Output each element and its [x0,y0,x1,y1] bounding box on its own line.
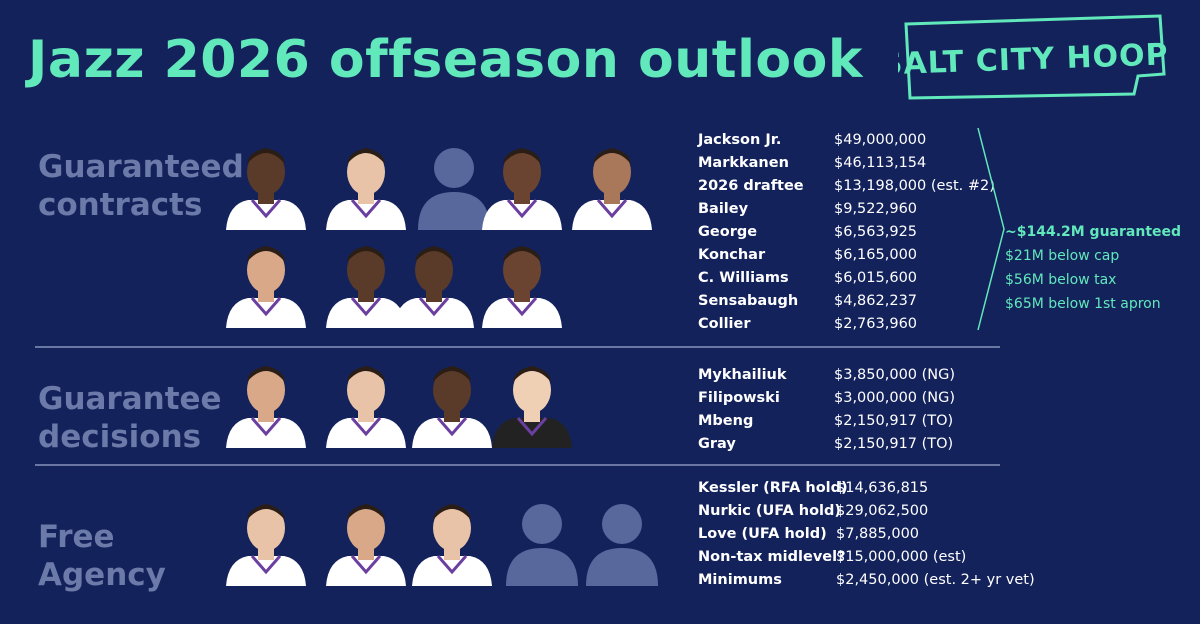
salary-value: $4,862,237 [834,293,918,309]
player-name: Gray [698,436,736,452]
player-name: Markkanen [698,155,789,171]
section-divider [35,346,1000,348]
player-photo [322,490,410,586]
player-name: Love (UFA hold) [698,526,827,542]
salary-value: $6,165,000 [834,247,918,263]
below-tax: $56M below tax [1005,272,1117,288]
player-photo [478,134,566,230]
section-label-line: Guarantee [38,381,222,417]
section-divider [35,464,1000,466]
player-photo [568,134,656,230]
player-name: Nurkic (UFA hold) [698,503,842,519]
salary-value: $46,113,154 [834,155,927,171]
player-photo [222,232,310,328]
page-title: Jazz 2026 offseason outlook [28,30,863,90]
salary-value: $13,198,000 (est. #2) [834,178,995,194]
player-name: Collier [698,316,751,332]
player-name: Sensabaugh [698,293,799,309]
player-name: Konchar [698,247,766,263]
section-label-line: Guaranteed [38,149,244,185]
player-silhouette-icon [578,490,666,586]
below-cap: $21M below cap [1005,248,1120,264]
salary-value: $14,636,815 [836,480,929,496]
logo-text: SALT CITY HOOPS [898,37,1170,83]
player-name: Filipowski [698,390,780,406]
salary-value: $3,000,000 (NG) [834,390,956,406]
below-apron: $65M below 1st apron [1005,296,1161,312]
player-photo [222,352,310,448]
summary-bracket-icon [977,127,1005,331]
salary-value: $6,015,600 [834,270,918,286]
player-name: Non-tax midlevel? [698,549,846,565]
salary-value: $15,000,000 (est) [836,549,967,565]
salary-value: $9,522,960 [834,201,918,217]
player-name: Minimums [698,572,782,588]
player-photo [322,352,410,448]
section-label-line: Free [38,519,115,555]
section-label-decisions: Guarantee decisions [38,380,222,456]
section-label-line: Agency [38,557,166,593]
salary-value: $2,763,960 [834,316,918,332]
player-photo [322,134,410,230]
cap-summary: ~$144.2M guaranteed $21M below cap $56M … [1005,220,1181,316]
section-label-free-agency: Free Agency [38,518,166,594]
player-name: Mykhailiuk [698,367,787,383]
player-silhouette-icon [498,490,586,586]
salary-value: $7,885,000 [836,526,920,542]
player-name: Kessler (RFA hold) [698,480,848,496]
salary-value: $3,850,000 (NG) [834,367,956,383]
guaranteed-total: ~$144.2M guaranteed [1005,224,1182,240]
salary-value: $49,000,000 [834,132,927,148]
player-silhouette-icon [410,134,498,230]
player-photo [478,232,566,328]
player-photo [222,490,310,586]
player-name: Bailey [698,201,749,217]
salt-city-hoops-logo: SALT CITY HOOPS [898,14,1170,100]
player-name: Mbeng [698,413,754,429]
player-photo [390,232,478,328]
player-name: C. Williams [698,270,789,286]
player-name: Jackson Jr. [698,132,782,148]
player-name: George [698,224,758,240]
section-label-line: decisions [38,419,202,455]
player-photo [408,352,496,448]
salary-value: $29,062,500 [836,503,929,519]
player-photo [408,490,496,586]
salary-value: $2,150,917 (TO) [834,436,954,452]
player-name: 2026 draftee [698,178,804,194]
player-photo [488,352,576,448]
player-photo [222,134,310,230]
section-label-guaranteed: Guaranteed contracts [38,148,244,224]
salary-value: $2,450,000 (est. 2+ yr vet) [836,572,1035,588]
player-photo [322,232,410,328]
salary-value: $6,563,925 [834,224,918,240]
salary-value: $2,150,917 (TO) [834,413,954,429]
section-label-line: contracts [38,187,203,223]
